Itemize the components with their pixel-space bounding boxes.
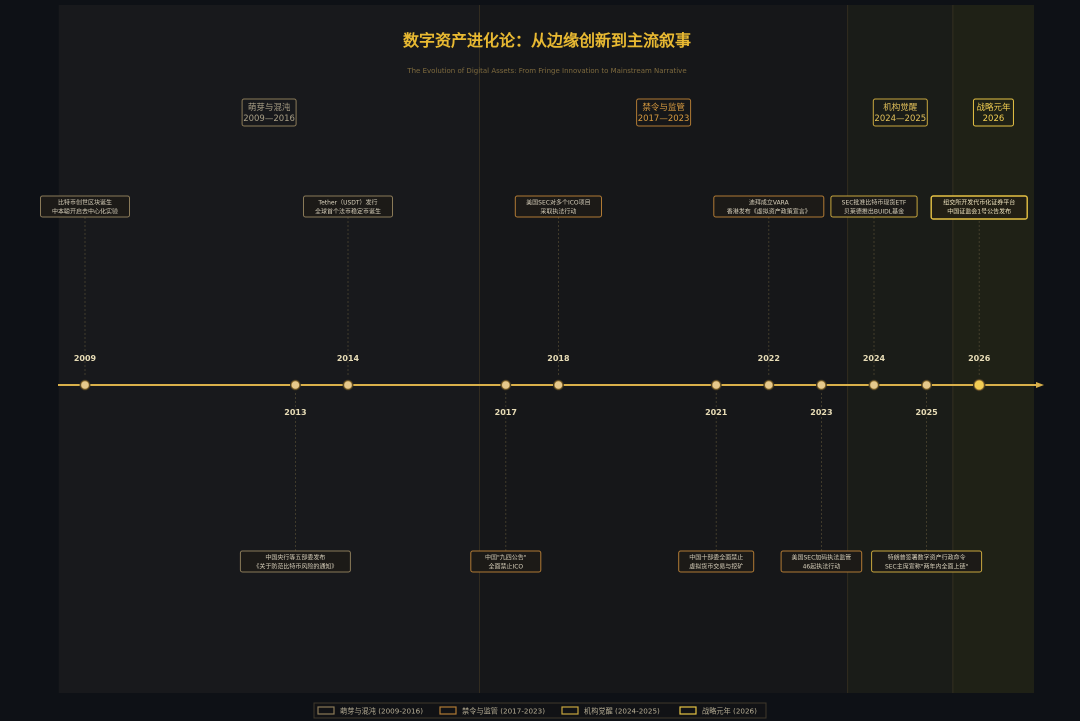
phase-label-box-p4 <box>972 98 1014 127</box>
event-text: 中国证监会1号公告发布 <box>947 208 1011 216</box>
phase-label: 萌芽与混沌 <box>248 102 291 113</box>
legend-swatch-p2 <box>439 706 457 715</box>
phase-years-label: 2009—2016 <box>243 114 295 124</box>
event-text: 全面禁止ICO <box>488 563 523 571</box>
year-label-2023: 2023 <box>810 408 832 417</box>
year-label-2026: 2026 <box>968 354 991 363</box>
event-text: 46起执法行动 <box>803 563 841 571</box>
event-text: 虚拟货币交易与挖矿 <box>689 563 743 571</box>
event-marker-2013 <box>290 380 300 390</box>
phase-panel-p3 <box>847 5 953 693</box>
event-box-2023 <box>780 550 863 573</box>
event-text: 迪拜成立VARA <box>749 199 790 207</box>
event-text: 中国央行等五部委发布 <box>265 554 325 562</box>
legend-label: 禁令与监管 (2017-2023) <box>462 707 545 716</box>
event-marker-2022 <box>764 380 774 390</box>
event-box-2026 <box>930 195 1028 220</box>
event-marker-2021 <box>711 380 721 390</box>
event-box-2021 <box>678 550 755 573</box>
event-box-2025 <box>871 550 983 573</box>
event-text: 采取执法行动 <box>540 208 576 216</box>
event-box-2017 <box>470 550 542 573</box>
year-label-2013: 2013 <box>284 408 306 417</box>
legend-swatch-p3 <box>561 706 579 715</box>
axis-arrow-icon <box>1036 382 1044 388</box>
year-label-2018: 2018 <box>547 354 570 363</box>
event-marker-2025 <box>921 380 932 390</box>
year-label-2021: 2021 <box>705 408 728 417</box>
event-text: SEC主席宣称"两年内全面上链" <box>885 563 969 571</box>
event-marker-2017 <box>501 380 511 390</box>
event-marker-2023 <box>816 380 827 390</box>
phase-label: 禁令与监管 <box>642 102 685 113</box>
event-box-2022 <box>713 195 825 218</box>
legend-label: 战略元年 (2026) <box>702 707 757 716</box>
phase-panel-p4 <box>952 5 1034 693</box>
year-label-2024: 2024 <box>863 354 886 363</box>
legend-swatch-p1 <box>317 706 335 715</box>
phase-panel-p2 <box>479 5 848 693</box>
event-text: Tether（USDT）发行 <box>317 199 377 207</box>
chart-subtitle: The Evolution of Digital Assets: From Fr… <box>406 67 686 75</box>
year-label-2017: 2017 <box>495 408 517 417</box>
event-text: 《关于防范比特币风险的通知》 <box>253 563 337 571</box>
event-text: 香港发布《虚拟资产政策宣言》 <box>727 208 811 216</box>
event-text: 美国SEC对多个ICO项目 <box>526 199 590 207</box>
event-marker-2024 <box>869 380 879 390</box>
event-text: 中国"九四公告" <box>485 554 527 562</box>
legend-label: 萌芽与混沌 (2009-2016) <box>340 707 423 716</box>
phase-panel-p1 <box>58 5 480 693</box>
year-label-2025: 2025 <box>915 408 938 417</box>
phase-years-label: 2024—2025 <box>874 114 926 124</box>
event-marker-2009 <box>80 380 90 390</box>
event-text: 特朗普签署数字资产行政命令 <box>888 554 966 562</box>
phase-years-label: 2017—2023 <box>638 114 690 124</box>
event-box-2009 <box>40 195 130 218</box>
chart-title: 数字资产进化论：从边缘创新到主流叙事 <box>403 31 691 50</box>
event-text: 比特币创世区块诞生 <box>58 199 112 207</box>
event-box-2013 <box>239 550 351 573</box>
event-text: 中本聪开启去中心化实验 <box>52 208 118 216</box>
year-label-2009: 2009 <box>74 354 97 363</box>
phase-label-box-p2 <box>636 98 692 127</box>
legend-label: 机构觉醒 (2024-2025) <box>584 707 660 716</box>
event-text: 美国SEC加码执法监管 <box>792 554 852 562</box>
phase-label: 战略元年 <box>976 102 1011 113</box>
event-text: SEC批准比特币现货ETF <box>842 199 907 207</box>
phase-label-box-p3 <box>872 98 928 127</box>
year-label-2014: 2014 <box>337 354 360 363</box>
event-box-2018 <box>514 195 602 218</box>
event-marker-2014 <box>343 380 353 390</box>
event-text: 全球首个法币稳定币诞生 <box>315 208 381 216</box>
year-label-2022: 2022 <box>758 354 780 363</box>
phase-years-label: 2026 <box>983 114 1005 124</box>
event-text: 中国十部委全面禁止 <box>689 554 743 562</box>
legend-box <box>313 702 767 719</box>
event-marker-2018 <box>553 380 564 390</box>
phase-label-box-p1 <box>241 98 297 127</box>
event-box-2024 <box>830 195 918 218</box>
legend-swatch-p4 <box>679 706 697 715</box>
event-text: 纽交所开发代币化证券平台 <box>943 199 1015 207</box>
event-marker-2026 <box>973 379 985 391</box>
event-box-2014 <box>303 195 393 218</box>
phase-label: 机构觉醒 <box>883 102 918 113</box>
event-text: 贝莱德推出BUIDL基金 <box>844 208 904 216</box>
